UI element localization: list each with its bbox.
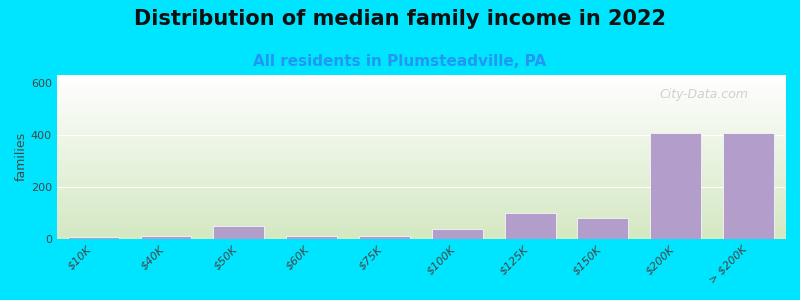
Bar — [432, 229, 482, 239]
Bar — [359, 236, 410, 239]
Bar — [505, 213, 556, 239]
Bar — [286, 236, 337, 239]
Bar — [578, 218, 629, 239]
Bar — [723, 134, 774, 239]
Text: City-Data.com: City-Data.com — [660, 88, 749, 101]
Text: All residents in Plumsteadville, PA: All residents in Plumsteadville, PA — [254, 54, 546, 69]
Bar — [650, 134, 702, 239]
Bar — [68, 237, 118, 239]
Text: Distribution of median family income in 2022: Distribution of median family income in … — [134, 9, 666, 29]
Y-axis label: families: families — [15, 132, 28, 182]
Bar — [214, 226, 264, 239]
Bar — [141, 236, 191, 239]
